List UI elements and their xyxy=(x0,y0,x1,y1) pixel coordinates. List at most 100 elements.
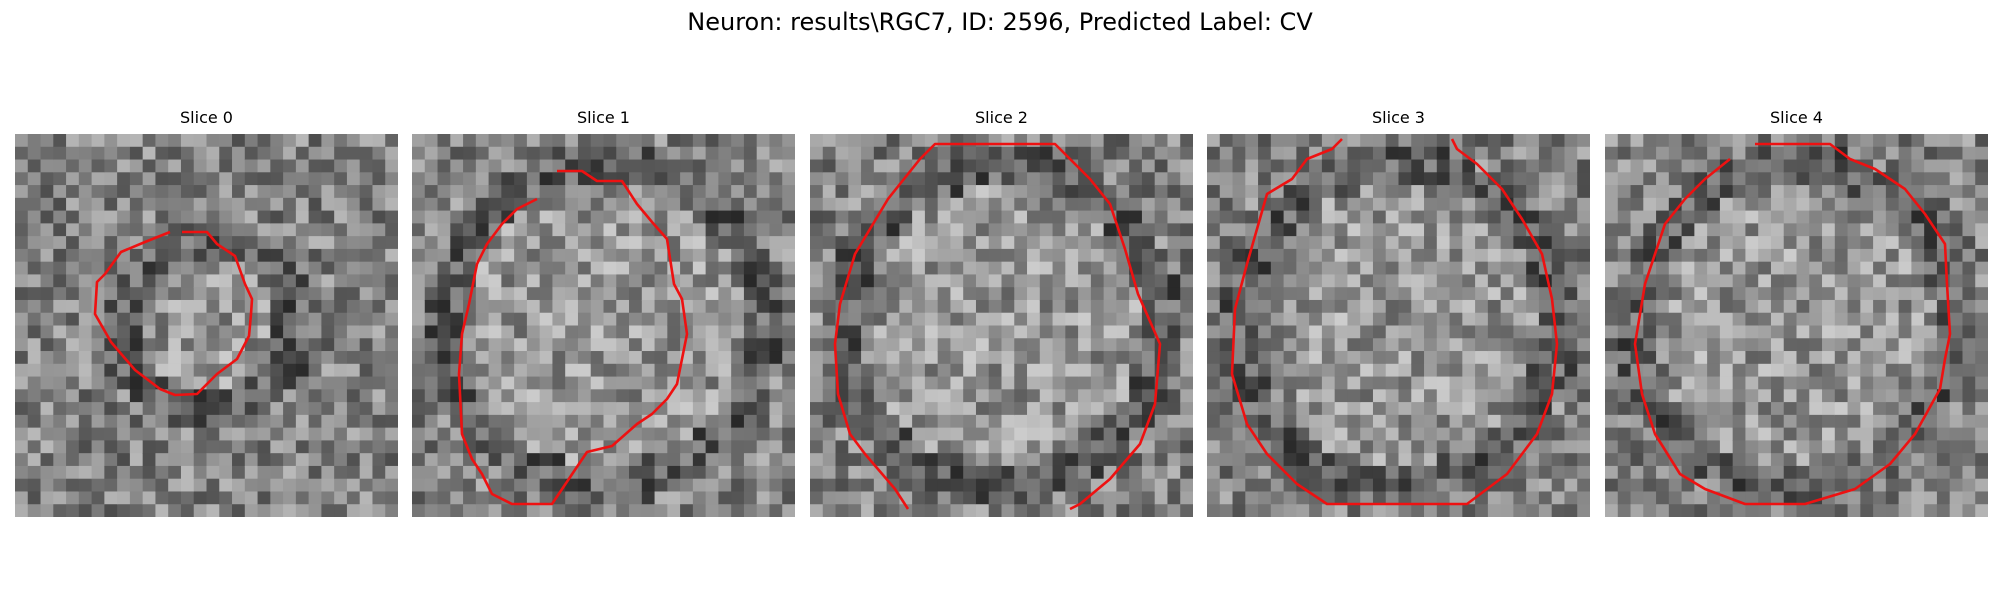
pixel xyxy=(1475,312,1489,327)
pixel xyxy=(1424,299,1438,314)
pixel xyxy=(1385,478,1400,493)
pixel xyxy=(232,312,246,327)
pixel xyxy=(1321,274,1336,288)
pixel xyxy=(1052,465,1066,480)
pixel xyxy=(1360,351,1374,365)
pixel xyxy=(1643,504,1657,517)
pixel xyxy=(450,159,464,173)
pixel xyxy=(155,134,169,148)
pixel xyxy=(1180,223,1193,237)
pixel xyxy=(244,159,259,173)
pixel xyxy=(1245,134,1259,148)
pixel xyxy=(180,236,195,250)
pixel xyxy=(731,197,745,212)
pixel xyxy=(1745,338,1759,352)
pixel xyxy=(1129,351,1143,365)
pixel xyxy=(1783,236,1798,250)
pixel xyxy=(912,248,926,263)
pixel xyxy=(257,299,271,314)
pixel xyxy=(270,134,284,148)
pixel xyxy=(756,478,771,493)
pixel xyxy=(1924,363,1938,378)
pixel xyxy=(1873,389,1887,403)
pixel xyxy=(180,504,195,517)
pixel xyxy=(565,402,579,416)
pixel xyxy=(193,159,208,173)
pixel xyxy=(104,402,118,416)
pixel xyxy=(1809,287,1823,301)
pixel xyxy=(975,134,990,148)
pixel xyxy=(1027,248,1041,263)
pixel xyxy=(1309,261,1323,276)
pixel xyxy=(937,197,952,212)
pixel xyxy=(848,197,862,212)
pixel xyxy=(1360,389,1374,403)
pixel xyxy=(1232,223,1246,237)
pixel xyxy=(810,274,824,288)
pixel xyxy=(40,402,54,416)
pixel xyxy=(1154,134,1169,148)
pixel xyxy=(283,440,297,454)
pixel xyxy=(1577,427,1590,441)
pixel xyxy=(1398,185,1412,199)
pixel xyxy=(334,274,348,288)
pixel xyxy=(1014,376,1028,390)
pixel xyxy=(667,236,681,250)
pixel xyxy=(1809,248,1823,263)
pixel xyxy=(1232,146,1246,161)
pixel xyxy=(1245,185,1259,199)
pixel xyxy=(1732,274,1747,288)
pixel xyxy=(1360,325,1374,339)
pixel xyxy=(975,325,990,339)
pixel xyxy=(104,299,118,314)
pixel xyxy=(129,146,144,161)
pixel xyxy=(1630,402,1644,416)
pixel xyxy=(565,197,579,212)
pixel xyxy=(1643,376,1657,390)
pixel xyxy=(912,223,926,237)
pixel xyxy=(1668,185,1683,199)
pixel xyxy=(692,274,707,288)
pixel xyxy=(835,478,849,493)
pixel xyxy=(1630,146,1644,161)
pixel xyxy=(603,299,617,314)
pixel xyxy=(1103,363,1117,378)
pixel xyxy=(1436,223,1451,237)
pixel xyxy=(861,210,875,224)
pixel xyxy=(1847,261,1861,276)
pixel xyxy=(321,440,335,454)
pixel xyxy=(718,312,732,327)
pixel xyxy=(66,427,80,441)
pixel xyxy=(1014,427,1028,441)
pixel xyxy=(692,389,707,403)
pixel xyxy=(424,363,439,378)
pixel xyxy=(206,197,220,212)
pixel xyxy=(1783,427,1798,441)
pixel xyxy=(1796,414,1810,429)
pixel xyxy=(1975,159,1988,173)
pixel xyxy=(769,414,783,429)
pixel xyxy=(91,197,105,212)
pixel xyxy=(1847,146,1861,161)
pixel xyxy=(1873,338,1887,352)
pixel xyxy=(1962,491,1976,505)
pixel xyxy=(705,197,719,212)
pixel xyxy=(667,465,681,480)
pixel xyxy=(244,210,259,224)
pixel xyxy=(937,414,952,429)
pixel xyxy=(53,172,67,186)
pixel xyxy=(1719,389,1734,403)
pixel xyxy=(78,159,93,173)
pixel xyxy=(1707,185,1721,199)
pixel xyxy=(27,389,42,403)
pixel xyxy=(437,465,451,480)
pixel xyxy=(848,325,862,339)
pixel xyxy=(912,427,926,441)
pixel xyxy=(565,338,579,352)
pixel xyxy=(963,414,977,429)
pixel xyxy=(1834,440,1849,454)
pixel xyxy=(244,402,259,416)
pixel xyxy=(385,351,398,365)
pixel xyxy=(424,325,439,339)
pixel xyxy=(244,325,259,339)
